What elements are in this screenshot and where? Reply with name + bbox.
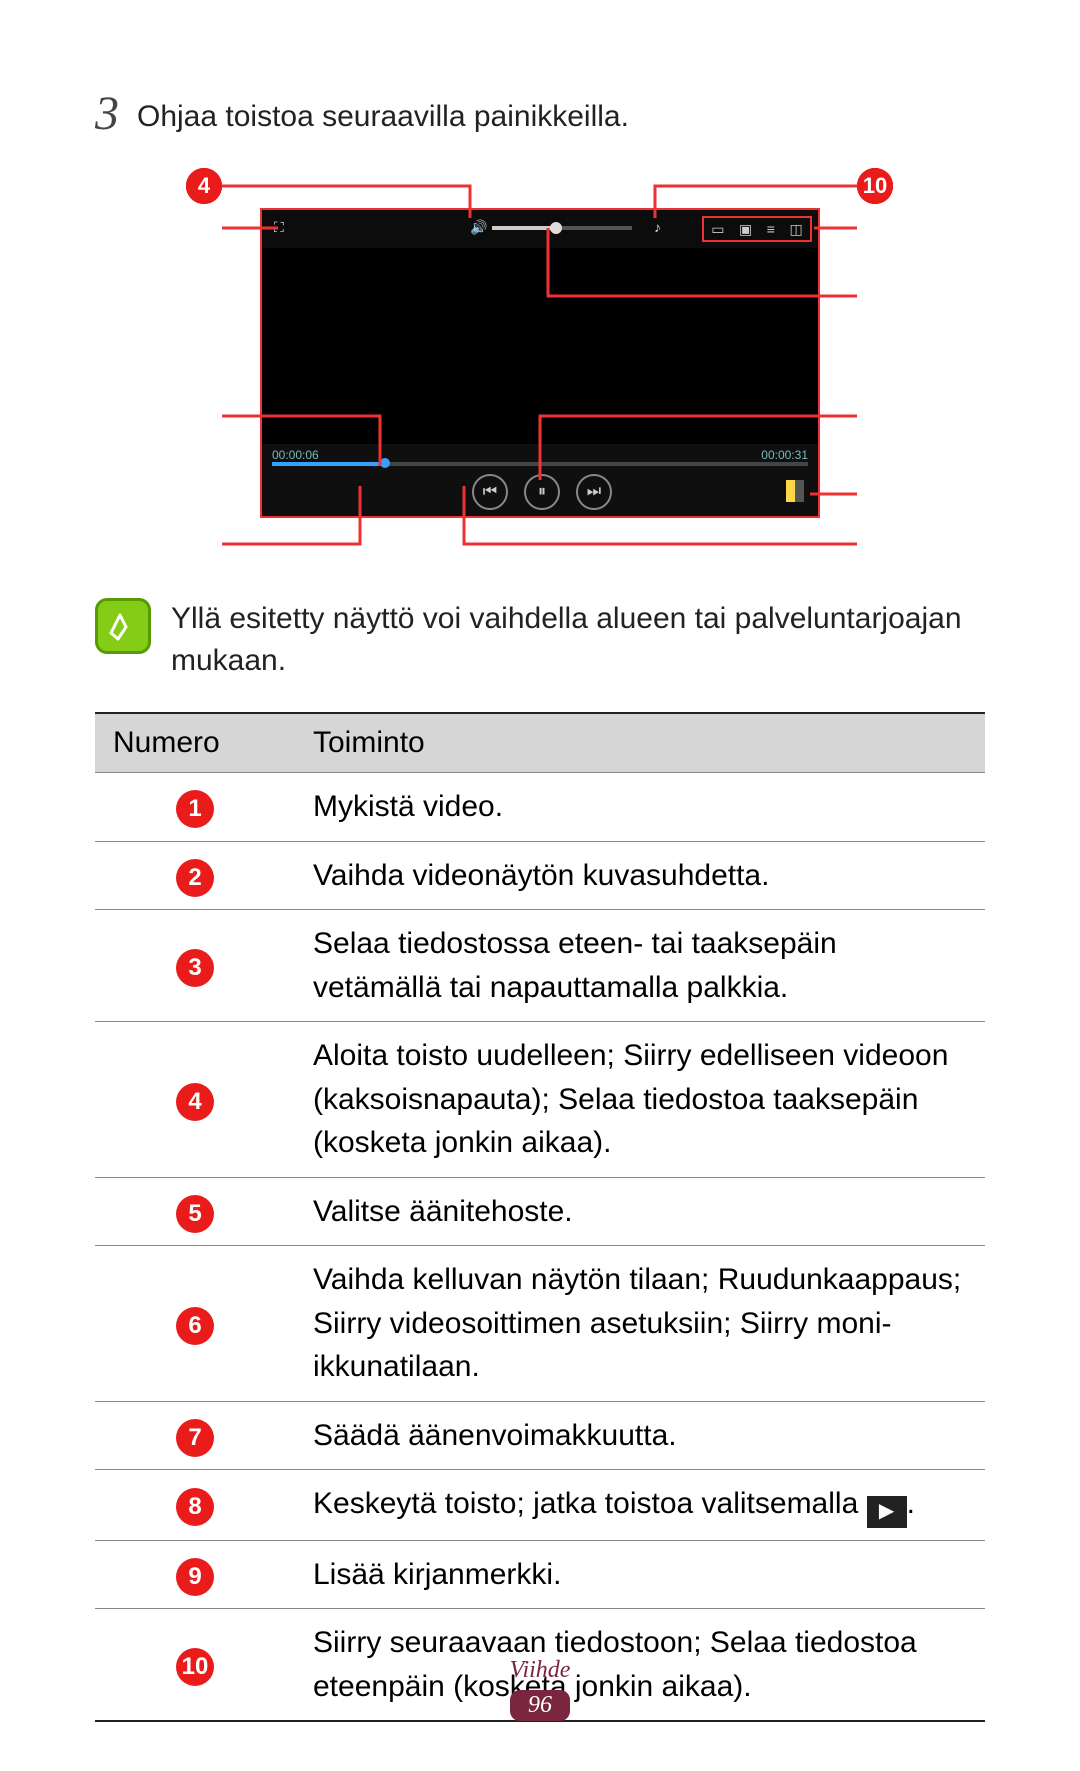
row-badge: 3 [176, 949, 214, 987]
capture-icon[interactable]: ▣ [739, 221, 752, 238]
row-text: Keskeytä toisto; jatka toistoa valitsema… [295, 1470, 985, 1541]
time-total: 00:00:31 [761, 448, 808, 462]
row-badge: 9 [176, 1558, 214, 1596]
row-text: Aloita toisto uudelleen; Siirry edellise… [295, 1022, 985, 1178]
sound-effect-icon[interactable]: ♪ [654, 219, 661, 235]
page-footer: Viihde 96 [0, 1657, 1080, 1721]
row-badge: 4 [176, 1083, 214, 1121]
table-row: 4 Aloita toisto uudelleen; Siirry edelli… [95, 1022, 985, 1178]
row-badge: 6 [176, 1307, 214, 1345]
table-row: 6 Vaihda kelluvan näytön tilaan; Ruudunk… [95, 1246, 985, 1402]
progress-fill [272, 462, 382, 466]
toolbox-icons[interactable]: ▭ ▣ ≡ ◫ [702, 216, 812, 242]
multiwindow-icon[interactable]: ◫ [790, 221, 803, 238]
table-row: 9 Lisää kirjanmerkki. [95, 1540, 985, 1609]
progress-thumb[interactable] [380, 458, 390, 468]
row-badge: 8 [176, 1488, 214, 1526]
player-diagram: ⛶ 🔊 ♪ ▭ ▣ ≡ ◫ 00:00:06 00:00:31 ⏮ ⏸ ⏭ [130, 168, 950, 568]
th-function: Toiminto [295, 713, 985, 773]
player-bottom-bar: 00:00:06 00:00:31 ⏮ ⏸ ⏭ [262, 444, 818, 516]
note-text: Yllä esitetty näyttö voi vaihdella aluee… [171, 598, 985, 682]
mute-icon[interactable]: 🔊 [470, 219, 487, 236]
step-number: 3 [95, 90, 119, 138]
pause-button[interactable]: ⏸ [524, 474, 560, 510]
row-text: Säädä äänenvoimakkuutta. [295, 1401, 985, 1470]
float-icon[interactable]: ▭ [711, 221, 724, 238]
play-icon: ▶ [867, 1496, 907, 1528]
bookmark-icon[interactable] [786, 480, 804, 502]
table-row: 2 Vaihda videonäytön kuvasuhdetta. [95, 841, 985, 910]
row-text: Lisää kirjanmerkki. [295, 1540, 985, 1609]
settings-icon[interactable]: ≡ [767, 221, 775, 237]
reference-table: Numero Toiminto 1 Mykistä video. 2 Vaihd… [95, 712, 985, 1722]
row-text: Mykistä video. [295, 773, 985, 842]
aspect-icon[interactable]: ⛶ [274, 219, 284, 236]
row-badge: 2 [176, 859, 214, 897]
note-row: Yllä esitetty näyttö voi vaihdella aluee… [95, 598, 985, 682]
row-text: Vaihda videonäytön kuvasuhdetta. [295, 841, 985, 910]
note-icon [95, 598, 151, 654]
row-badge: 5 [176, 1195, 214, 1233]
prev-button[interactable]: ⏮ [472, 474, 508, 510]
table-row: 3 Selaa tiedostossa eteen- tai taaksepäi… [95, 910, 985, 1022]
footer-page: 96 [510, 1690, 570, 1721]
next-button[interactable]: ⏭ [576, 474, 612, 510]
row-text: Selaa tiedostossa eteen- tai taaksepäin … [295, 910, 985, 1022]
video-player-frame: ⛶ 🔊 ♪ ▭ ▣ ≡ ◫ 00:00:06 00:00:31 ⏮ ⏸ ⏭ [260, 208, 820, 518]
callout-badge-4: 4 [186, 168, 222, 204]
table-row: 7 Säädä äänenvoimakkuutta. [95, 1401, 985, 1470]
table-row: 8 Keskeytä toisto; jatka toistoa valitse… [95, 1470, 985, 1541]
row-badge: 7 [176, 1419, 214, 1457]
table-row: 5 Valitse äänitehoste. [95, 1177, 985, 1246]
th-number: Numero [95, 713, 295, 773]
time-elapsed: 00:00:06 [272, 448, 319, 462]
step-row: 3 Ohjaa toistoa seuraavilla painikkeilla… [95, 90, 985, 138]
volume-fill [492, 226, 552, 230]
row-badge: 1 [176, 790, 214, 828]
row-text: Valitse äänitehoste. [295, 1177, 985, 1246]
footer-section: Viihde [0, 1657, 1080, 1684]
table-row: 1 Mykistä video. [95, 773, 985, 842]
player-top-bar: ⛶ 🔊 ♪ ▭ ▣ ≡ ◫ [262, 210, 818, 248]
volume-thumb[interactable] [550, 222, 562, 234]
callout-badge-10: 10 [857, 168, 893, 204]
step-text: Ohjaa toistoa seuraavilla painikkeilla. [137, 90, 629, 134]
row-text: Vaihda kelluvan näytön tilaan; Ruudunkaa… [295, 1246, 985, 1402]
